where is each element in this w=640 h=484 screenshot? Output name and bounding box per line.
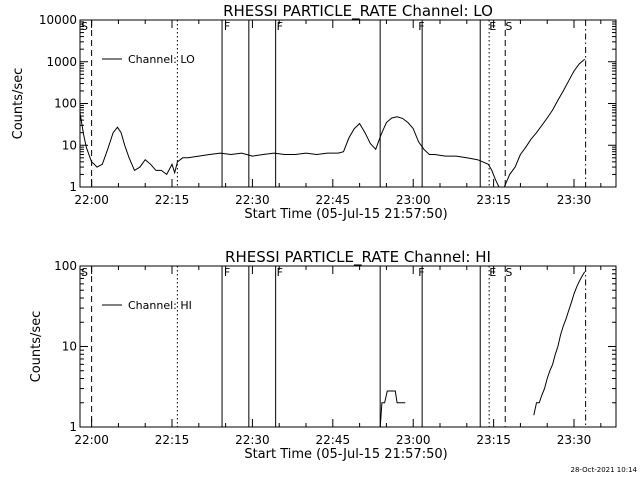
flag-label: S <box>505 266 512 279</box>
x-tick-label: 23:30 <box>557 433 592 447</box>
y-axis-label: Counts/sec <box>29 311 44 383</box>
flag-label: F <box>418 266 424 279</box>
flag-label: S <box>81 266 88 279</box>
flag-label: F <box>277 20 283 33</box>
series-line <box>79 58 586 188</box>
x-tick-label: 22:00 <box>74 433 109 447</box>
flag-label: F <box>224 266 230 279</box>
x-axis-label: Start Time (05-Jul-15 21:57:50) <box>244 447 447 462</box>
y-tick-label: 1 <box>69 420 77 434</box>
chart-title: RHESSI PARTICLE_RATE Channel: HI <box>225 248 491 267</box>
y-tick-label: 100 <box>54 97 77 111</box>
legend-label: Channel: HI <box>128 299 192 312</box>
flag-label: E <box>489 266 496 279</box>
chart-title: RHESSI PARTICLE_RATE Channel: LO <box>223 2 493 21</box>
plot-frame <box>79 19 617 188</box>
x-tick-label: 22:15 <box>155 193 190 207</box>
x-tick-label: 22:30 <box>235 193 270 207</box>
x-tick-label: 22:45 <box>316 433 351 447</box>
x-tick-label: 23:00 <box>396 193 431 207</box>
x-axis-label: Start Time (05-Jul-15 21:57:50) <box>244 207 447 222</box>
chart-panel: RHESSI PARTICLE_RATE Channel: HIS F F F E S22… <box>29 248 617 462</box>
y-tick-label: 10 <box>62 340 77 354</box>
flag-label: S <box>81 20 88 33</box>
flag-label: F <box>277 266 283 279</box>
x-tick-label: 23:30 <box>557 193 592 207</box>
flag-label: E <box>489 20 496 33</box>
y-tick-label: 1 <box>69 180 77 194</box>
y-tick-label: 10 <box>62 138 77 152</box>
x-tick-label: 22:45 <box>316 193 351 207</box>
x-tick-label: 22:00 <box>74 193 109 207</box>
flag-label: F <box>418 20 424 33</box>
y-axis-label: Counts/sec <box>11 68 26 140</box>
x-tick-label: 22:30 <box>235 433 270 447</box>
chart-panel: RHESSI PARTICLE_RATE Channel: LOS F F F E S22… <box>11 2 617 222</box>
timestamp: 28-Oct-2021 10:14 <box>570 466 637 474</box>
x-tick-label: 22:15 <box>155 433 190 447</box>
flag-label: F <box>224 20 230 33</box>
x-tick-label: 23:15 <box>476 433 511 447</box>
x-tick-label: 23:15 <box>476 193 511 207</box>
series-line <box>379 390 406 428</box>
y-tick-label: 100 <box>54 259 77 273</box>
plot-frame <box>79 265 617 428</box>
legend-label: Channel: LO <box>128 53 195 66</box>
series-line <box>533 271 586 416</box>
y-tick-label: 10000 <box>39 13 77 27</box>
flag-label: S <box>505 20 512 33</box>
x-tick-label: 23:00 <box>396 433 431 447</box>
y-tick-label: 1000 <box>46 55 77 69</box>
